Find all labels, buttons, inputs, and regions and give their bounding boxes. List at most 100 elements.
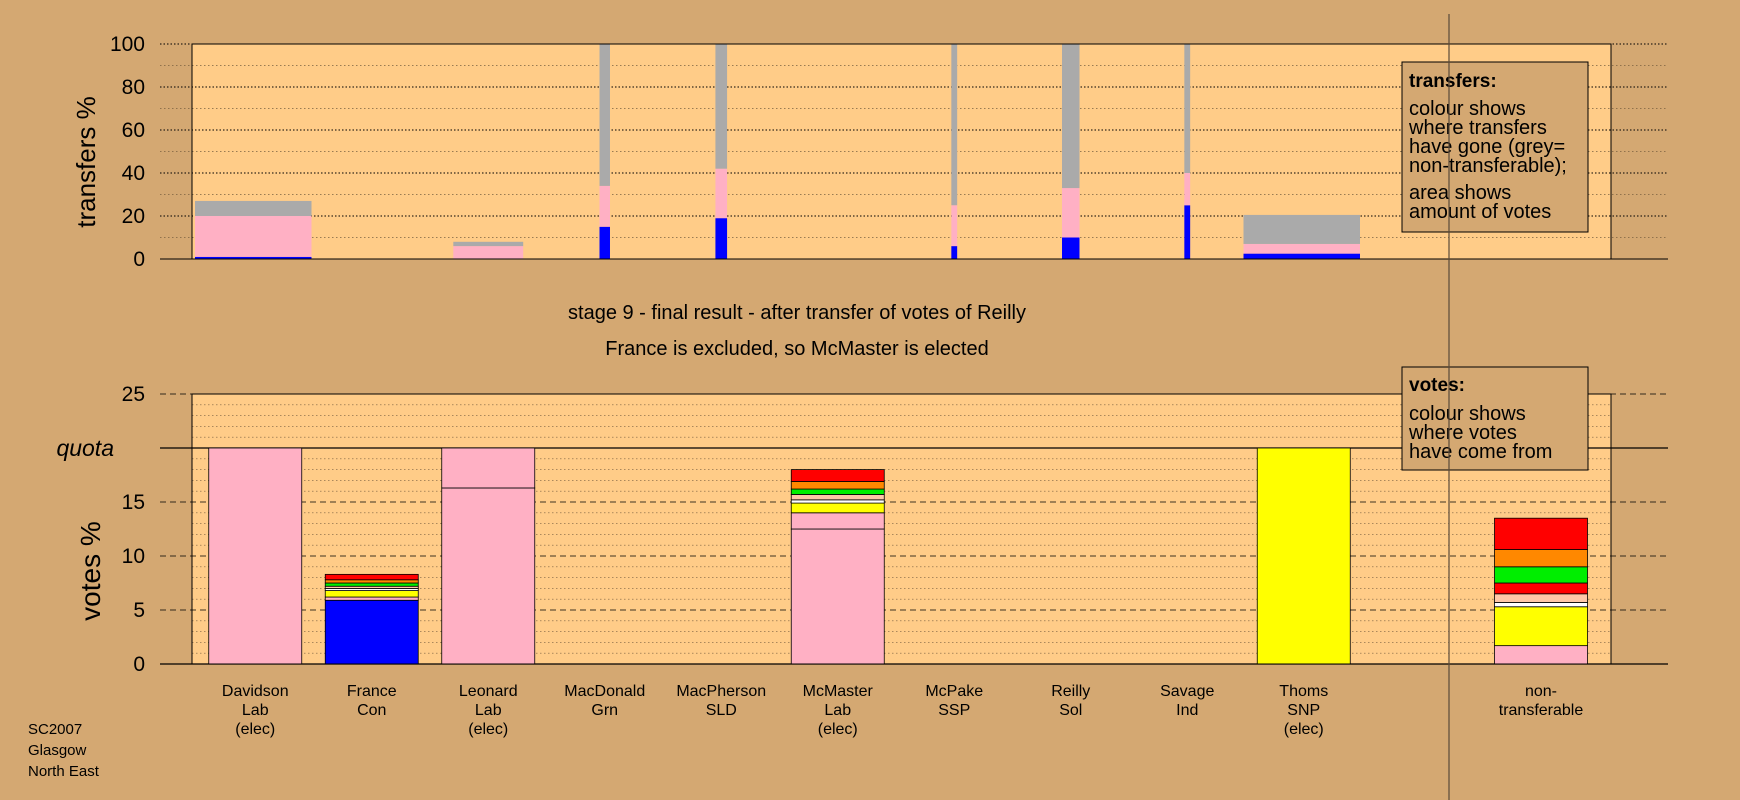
candidate-label: (elec) xyxy=(468,721,508,738)
transfers-legend-line: colour shows xyxy=(1409,98,1526,120)
votes-bar-segment xyxy=(1494,593,1588,603)
corner-label-line: SC2007 xyxy=(28,721,82,738)
votes-bar-segment xyxy=(208,447,303,665)
candidate-label: MacDonald xyxy=(564,683,645,700)
transfers-legend-line: amount of votes xyxy=(1409,201,1551,223)
votes-bar-segment xyxy=(1256,447,1351,665)
transfers-y-tick-label: 100 xyxy=(110,33,145,56)
votes-bar-segment xyxy=(324,599,419,665)
candidate-label: Grn xyxy=(591,702,618,719)
votes-bar-segment xyxy=(790,488,885,495)
transfers-bar-segment xyxy=(195,200,312,216)
transfers-bar-segment xyxy=(1184,44,1191,173)
transfers-bar-segment xyxy=(453,241,524,247)
corner-label-line: North East xyxy=(28,763,100,780)
transfers-plot-frame xyxy=(191,43,1612,260)
corner-label-line: Glasgow xyxy=(28,742,87,759)
transfers-bar-segment xyxy=(195,216,312,257)
votes-bar-segment xyxy=(324,579,419,584)
votes-bar-segment xyxy=(790,528,885,665)
candidate-label: Davidson xyxy=(222,683,289,700)
transfers-bar-segment xyxy=(1184,173,1191,206)
votes-bar-segment xyxy=(790,512,885,530)
transfers-bar-segment xyxy=(1184,205,1191,259)
transfers-bar-segment xyxy=(195,256,312,259)
candidate-label: SLD xyxy=(706,702,737,719)
transfers-bar-segment xyxy=(1243,253,1360,259)
transfers-y-axis: 0 20 40 60 80 100 xyxy=(110,33,145,271)
votes-y-tick-label: 5 xyxy=(133,599,145,622)
candidate-label: (elec) xyxy=(818,721,858,738)
votes-bar-segment xyxy=(1494,602,1588,608)
transfers-legend: transfers: colour shows where transfers … xyxy=(1401,61,1589,233)
transfers-bar-segment xyxy=(715,44,728,169)
votes-y-tick-label: 25 xyxy=(122,383,145,406)
transfers-bar-segment xyxy=(599,226,610,259)
transfers-bar-segment xyxy=(599,185,610,227)
candidate-label: Lab xyxy=(824,702,851,719)
transfers-bars xyxy=(195,44,1360,259)
candidate-label: (elec) xyxy=(1284,721,1324,738)
votes-bar-segment xyxy=(790,481,885,490)
transfers-bar-segment xyxy=(599,44,610,186)
votes-bar-segment xyxy=(1494,549,1588,568)
votes-plot-area xyxy=(192,394,1611,664)
candidate-label: Con xyxy=(357,702,386,719)
transfers-y-tick-label: 40 xyxy=(122,162,145,185)
transfers-bar-segment xyxy=(715,218,728,259)
transfers-bar-segment xyxy=(715,168,728,219)
votes-legend-box xyxy=(1401,366,1589,471)
transfers-bar-segment xyxy=(1062,188,1080,238)
votes-bar-segment xyxy=(324,582,419,587)
votes-legend-title: votes: xyxy=(1409,375,1465,396)
transfers-bar-segment xyxy=(951,205,958,247)
candidate-label: McMaster xyxy=(803,683,874,700)
votes-bar-segment xyxy=(324,573,419,581)
candidate-label: SSP xyxy=(938,702,970,719)
votes-bar-segment xyxy=(1494,645,1588,665)
votes-gridlines xyxy=(160,393,1668,665)
transfers-panel: 0 20 40 60 80 100 transfers % transfers: colo… xyxy=(71,33,1668,271)
votes-bar-segment xyxy=(324,590,419,598)
votes-bar-segment xyxy=(790,469,885,482)
transfers-legend-line: non-transferable); xyxy=(1409,155,1567,177)
votes-panel: 0 5 10 15 25 votes % quota Davidson Lab (elec)… xyxy=(56,366,1668,738)
transfers-y-tick-label: 20 xyxy=(122,205,145,228)
transfers-y-tick-label: 80 xyxy=(122,76,145,99)
votes-y-axis: 0 5 10 15 25 xyxy=(122,383,145,676)
candidate-label: Reilly xyxy=(1051,683,1090,700)
quota-label: quota xyxy=(56,435,114,461)
votes-legend-line: where votes xyxy=(1408,422,1517,444)
transfers-bar-segment xyxy=(1243,214,1360,244)
transfers-bar-segment xyxy=(453,246,524,259)
transfers-legend-box xyxy=(1401,61,1589,233)
candidate-label: Lab xyxy=(242,702,269,719)
votes-bar-segment xyxy=(441,447,536,489)
candidate-label: Thoms xyxy=(1279,683,1328,700)
votes-plot-frame xyxy=(191,393,1612,665)
transfers-legend-line: have gone (grey= xyxy=(1409,136,1565,158)
votes-legend-line: have come from xyxy=(1409,441,1552,463)
candidate-label: (elec) xyxy=(235,721,275,738)
candidate-label: Lab xyxy=(475,702,502,719)
votes-bar-segment xyxy=(1494,582,1588,595)
transfers-bar-segment xyxy=(951,44,958,206)
candidate-label: transferable xyxy=(1499,702,1584,719)
chart-subtitle: France is excluded, so McMaster is elect… xyxy=(605,338,989,360)
candidate-label: Savage xyxy=(1160,683,1214,700)
transfers-bar-segment xyxy=(1062,44,1080,189)
candidate-label: France xyxy=(347,683,397,700)
votes-bar-segment xyxy=(324,596,419,601)
votes-bar-segment xyxy=(790,494,885,501)
votes-bars xyxy=(208,447,1588,665)
transfers-y-tick-label: 60 xyxy=(122,119,145,142)
votes-bar-segment xyxy=(1494,606,1588,647)
votes-bar-segment xyxy=(441,487,536,665)
transfers-y-tick-label: 0 xyxy=(133,248,145,271)
candidate-label: MacPherson xyxy=(676,683,766,700)
votes-y-label: votes % xyxy=(75,521,106,621)
chart-title: stage 9 - final result - after transfer … xyxy=(568,302,1026,324)
votes-y-tick-label: 10 xyxy=(122,545,145,568)
